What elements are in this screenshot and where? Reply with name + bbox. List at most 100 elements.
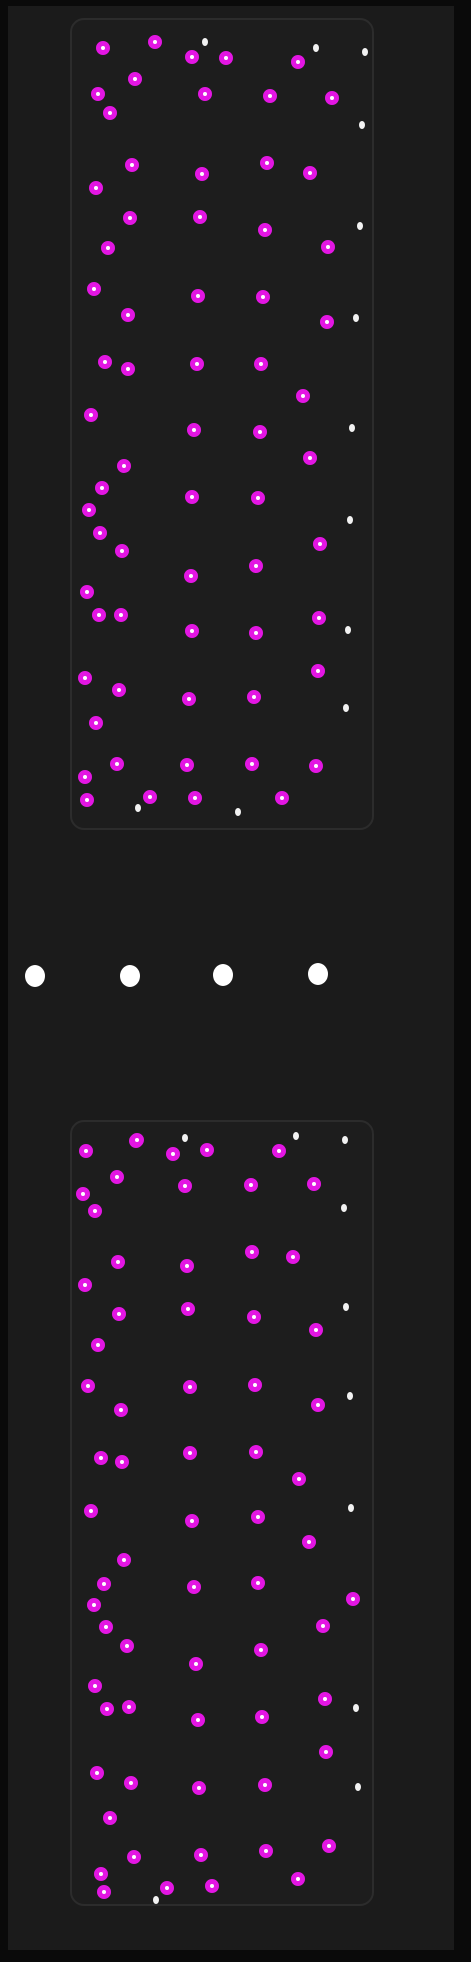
detected-spot-upper: [98, 355, 112, 369]
detected-spot-lower: [322, 1839, 336, 1853]
edge-dot: [342, 1136, 348, 1144]
detected-spot-lower: [76, 1187, 90, 1201]
edge-dot: [182, 1134, 188, 1142]
detected-spot-upper: [125, 158, 139, 172]
edge-dot: [202, 38, 208, 46]
detected-spot-upper: [148, 35, 162, 49]
detected-spot-upper: [256, 290, 270, 304]
detected-spot-upper: [190, 357, 204, 371]
detected-spot-upper: [187, 423, 201, 437]
detected-spot-lower: [114, 1403, 128, 1417]
detected-spot-upper: [103, 106, 117, 120]
detected-spot-upper: [249, 626, 263, 640]
detected-spot-upper: [78, 770, 92, 784]
detected-spot-upper: [89, 181, 103, 195]
detected-spot-upper: [312, 611, 326, 625]
detected-spot-upper: [296, 389, 310, 403]
detected-spot-lower: [251, 1510, 265, 1524]
detected-spot-lower: [309, 1323, 323, 1337]
detected-spot-lower: [79, 1144, 93, 1158]
edge-dot: [362, 48, 368, 56]
detected-spot-upper: [275, 791, 289, 805]
detected-spot-lower: [189, 1657, 203, 1671]
detected-spot-lower: [181, 1302, 195, 1316]
detected-spot-upper: [95, 481, 109, 495]
detected-spot-lower: [316, 1619, 330, 1633]
detected-spot-lower: [292, 1472, 306, 1486]
edge-dot: [347, 1392, 353, 1400]
detected-spot-upper: [92, 608, 106, 622]
detected-spot-lower: [99, 1620, 113, 1634]
edge-dot: [359, 121, 365, 129]
detected-spot-lower: [244, 1178, 258, 1192]
detected-spot-lower: [122, 1700, 136, 1714]
detected-spot-upper: [82, 503, 96, 517]
detected-spot-lower: [87, 1598, 101, 1612]
detected-spot-lower: [318, 1692, 332, 1706]
edge-dot: [153, 1896, 159, 1904]
reference-marker: [120, 965, 140, 987]
detected-spot-upper: [251, 491, 265, 505]
detected-spot-lower: [291, 1872, 305, 1886]
detected-spot-lower: [251, 1576, 265, 1590]
detected-spot-lower: [100, 1702, 114, 1716]
detected-spot-lower: [178, 1179, 192, 1193]
detected-spot-lower: [130, 1133, 144, 1147]
detected-spot-lower: [160, 1881, 174, 1895]
detected-spot-lower: [248, 1378, 262, 1392]
lower-panel: [70, 1120, 374, 1906]
detected-spot-lower: [94, 1867, 108, 1881]
edge-dot: [355, 1783, 361, 1791]
detected-spot-upper: [188, 791, 202, 805]
detected-spot-upper: [80, 793, 94, 807]
detected-spot-upper: [249, 559, 263, 573]
detected-spot-upper: [93, 526, 107, 540]
detected-spot-lower: [259, 1844, 273, 1858]
detected-spot-lower: [185, 1514, 199, 1528]
detected-spot-upper: [191, 289, 205, 303]
detected-spot-lower: [247, 1310, 261, 1324]
detected-spot-upper: [143, 790, 157, 804]
upper-panel: [70, 18, 374, 830]
detected-spot-lower: [187, 1580, 201, 1594]
detected-spot-upper: [291, 55, 305, 69]
detected-spot-lower: [124, 1776, 138, 1790]
edge-dot: [341, 1204, 347, 1212]
reference-marker: [25, 965, 45, 987]
edge-dot: [235, 808, 241, 816]
detected-spot-lower: [88, 1679, 102, 1693]
detected-spot-upper: [245, 757, 259, 771]
detected-spot-upper: [313, 537, 327, 551]
edge-dot: [353, 314, 359, 322]
edge-dot: [349, 424, 355, 432]
detected-spot-upper: [260, 156, 274, 170]
detected-spot-upper: [321, 240, 335, 254]
detected-spot-lower: [272, 1144, 286, 1158]
edge-dot: [357, 222, 363, 230]
detected-spot-upper: [311, 664, 325, 678]
detected-spot-upper: [121, 308, 135, 322]
detected-spot-lower: [205, 1879, 219, 1893]
detected-spot-upper: [254, 357, 268, 371]
detected-spot-lower: [183, 1446, 197, 1460]
detected-spot-lower: [180, 1259, 194, 1273]
detected-spot-upper: [80, 585, 94, 599]
detected-spot-lower: [183, 1380, 197, 1394]
detected-spot-lower: [117, 1553, 131, 1567]
detected-spot-lower: [255, 1710, 269, 1724]
detected-spot-lower: [111, 1255, 125, 1269]
detected-spot-lower: [311, 1398, 325, 1412]
detected-spot-lower: [258, 1778, 272, 1792]
detected-spot-lower: [346, 1592, 360, 1606]
detected-spot-upper: [219, 51, 233, 65]
detected-spot-upper: [185, 490, 199, 504]
detected-spot-upper: [247, 690, 261, 704]
detected-spot-lower: [319, 1745, 333, 1759]
detected-spot-upper: [117, 459, 131, 473]
reference-marker: [308, 963, 328, 985]
edge-dot: [313, 44, 319, 52]
detected-spot-lower: [127, 1850, 141, 1864]
detected-spot-lower: [97, 1577, 111, 1591]
detected-spot-upper: [114, 608, 128, 622]
detected-spot-lower: [194, 1848, 208, 1862]
